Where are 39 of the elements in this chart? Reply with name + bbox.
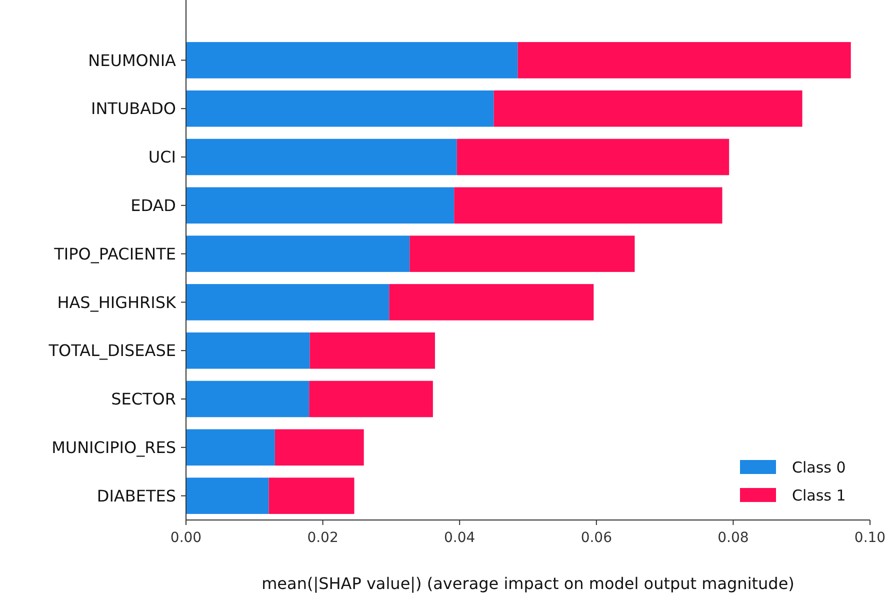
- bar: [274, 429, 364, 466]
- bar: [454, 187, 722, 224]
- bar: [410, 236, 635, 272]
- bar: [268, 478, 354, 514]
- bar: [456, 138, 730, 176]
- legend-label: Class 0: [792, 458, 846, 476]
- x-tick-label: 0.06: [580, 530, 612, 546]
- legend-label: Class 1: [792, 486, 846, 504]
- y-tick-label: DIABETES: [96, 486, 176, 506]
- y-tick-label: TOTAL_DISEASE: [48, 341, 176, 360]
- bar: [186, 236, 410, 272]
- y-tick-label: UCI: [148, 148, 176, 167]
- y-tick-label: EDAD: [130, 196, 176, 215]
- x-tick-label: 0.08: [718, 530, 749, 546]
- bar: [389, 284, 594, 320]
- x-tick-label: 0.02: [307, 530, 338, 546]
- y-tick-label: HAS_HIGHRISK: [57, 292, 177, 312]
- x-tick-label: 0.04: [444, 530, 476, 546]
- bar: [494, 90, 802, 127]
- bar: [309, 380, 433, 418]
- x-tick-label: 0.10: [854, 530, 886, 546]
- bar: [186, 429, 275, 466]
- bar: [186, 478, 269, 514]
- x-tick-label: 0.00: [170, 530, 202, 546]
- bar: [186, 284, 390, 320]
- bar: [186, 138, 457, 176]
- y-tick-label: NEUMONIA: [88, 50, 176, 70]
- y-tick-label: MUNICIPIO_RES: [52, 438, 176, 457]
- bar: [186, 90, 494, 127]
- y-tick-label: TIPO_PACIENTE: [53, 244, 176, 264]
- y-tick-label: SECTOR: [111, 390, 176, 409]
- bar: [186, 42, 518, 78]
- bar: [186, 332, 310, 369]
- bar: [186, 187, 454, 224]
- bar: [518, 42, 851, 78]
- x-axis-title: mean(|SHAP value|) (average impact on model output magnitude): [262, 574, 794, 593]
- bar: [186, 380, 310, 418]
- y-tick-label: INTUBADO: [90, 99, 176, 118]
- bar: [310, 332, 435, 369]
